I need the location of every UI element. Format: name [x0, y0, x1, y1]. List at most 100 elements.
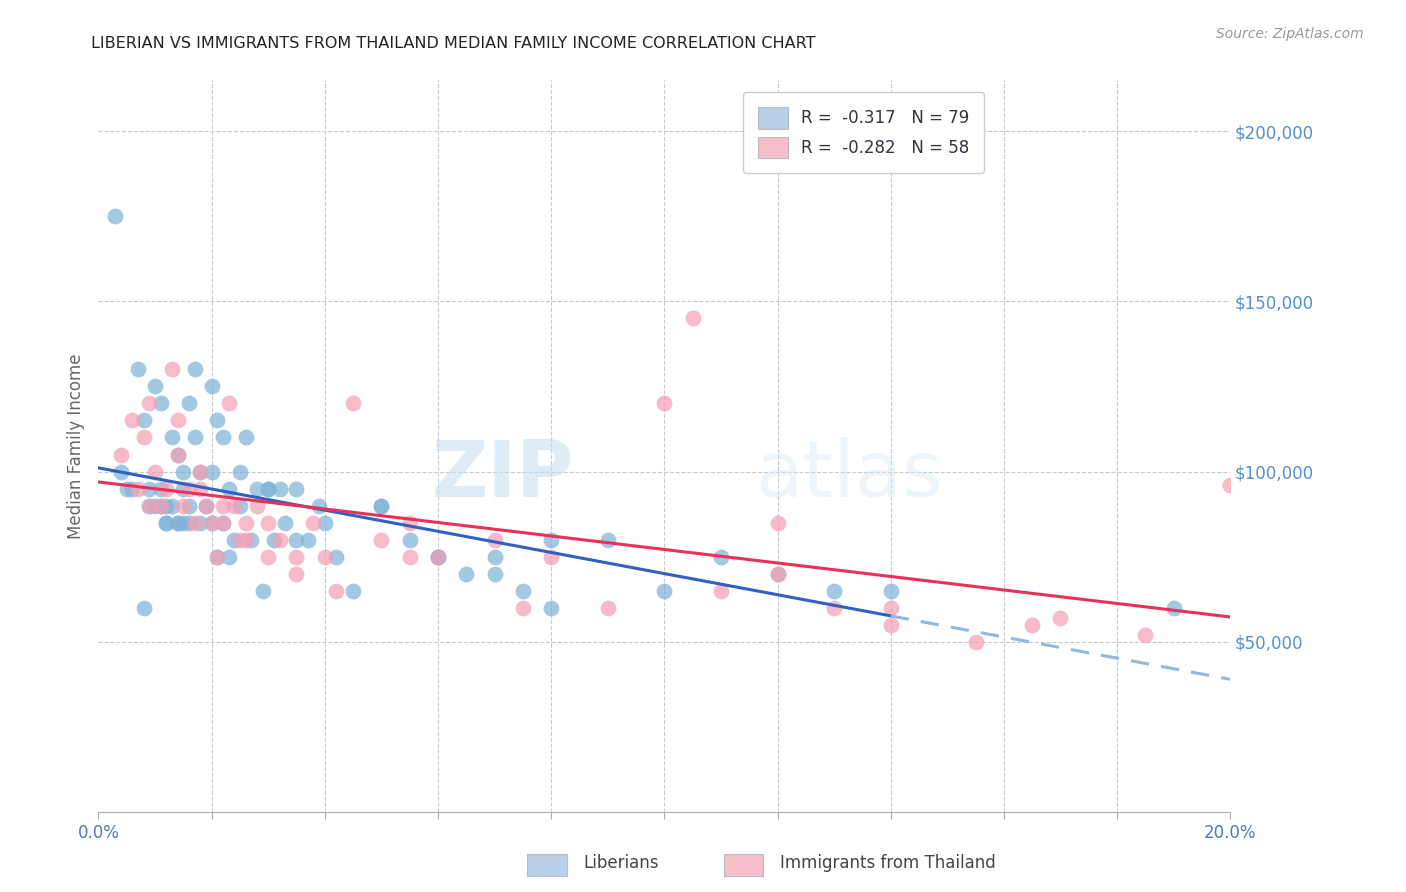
Text: ZIP: ZIP: [432, 437, 574, 513]
Point: [823, 583, 845, 598]
Point: [263, 533, 285, 547]
Point: [224, 499, 246, 513]
Point: [115, 482, 138, 496]
Point: [155, 516, 177, 530]
Text: Source: ZipAtlas.com: Source: ZipAtlas.com: [1216, 27, 1364, 41]
Point: [155, 499, 177, 513]
Point: [110, 465, 132, 479]
Point: [104, 210, 127, 224]
Point: [188, 465, 211, 479]
Point: [297, 533, 319, 547]
Point: [201, 516, 224, 530]
Point: [166, 516, 188, 530]
Point: [172, 482, 194, 496]
Point: [166, 448, 188, 462]
Point: [398, 549, 420, 564]
Point: [1135, 628, 1157, 642]
Point: [427, 549, 450, 564]
Point: [766, 566, 789, 581]
Point: [370, 499, 392, 513]
Point: [308, 499, 330, 513]
Point: [512, 583, 534, 598]
Text: atlas: atlas: [755, 437, 942, 513]
Point: [285, 566, 308, 581]
Point: [370, 533, 392, 547]
Point: [370, 499, 392, 513]
Point: [172, 465, 194, 479]
Point: [149, 499, 172, 513]
Point: [138, 499, 160, 513]
Point: [212, 430, 235, 444]
Point: [257, 482, 280, 496]
Point: [285, 482, 308, 496]
Point: [149, 396, 172, 410]
Point: [166, 413, 188, 427]
Point: [194, 499, 217, 513]
Point: [149, 499, 172, 513]
Point: [110, 448, 132, 462]
Point: [166, 448, 188, 462]
Point: [201, 465, 224, 479]
Point: [314, 549, 336, 564]
Point: [172, 516, 194, 530]
Point: [201, 379, 224, 393]
Point: [207, 413, 229, 427]
Point: [224, 533, 246, 547]
Point: [177, 516, 200, 530]
Point: [177, 482, 200, 496]
Point: [183, 516, 205, 530]
Point: [160, 430, 183, 444]
Point: [1049, 611, 1071, 625]
Point: [127, 362, 149, 376]
Point: [766, 516, 789, 530]
Point: [1219, 478, 1241, 492]
Point: [207, 549, 229, 564]
Point: [160, 499, 183, 513]
Point: [314, 516, 336, 530]
Text: Liberians: Liberians: [583, 855, 659, 872]
Point: [766, 566, 789, 581]
Point: [218, 482, 240, 496]
Point: [229, 533, 252, 547]
Point: [398, 533, 420, 547]
Point: [212, 516, 235, 530]
Point: [596, 533, 619, 547]
Point: [177, 499, 200, 513]
Y-axis label: Median Family Income: Median Family Income: [66, 353, 84, 539]
Point: [155, 516, 177, 530]
Point: [302, 516, 325, 530]
Point: [166, 516, 188, 530]
Point: [325, 583, 347, 598]
Point: [342, 583, 364, 598]
Point: [235, 533, 257, 547]
Point: [212, 516, 235, 530]
Point: [540, 600, 562, 615]
Point: [540, 533, 562, 547]
Point: [823, 600, 845, 615]
Point: [257, 549, 280, 564]
Point: [269, 482, 291, 496]
Point: [540, 549, 562, 564]
Point: [342, 396, 364, 410]
Point: [138, 482, 160, 496]
Point: [652, 583, 676, 598]
Point: [880, 617, 903, 632]
Point: [285, 549, 308, 564]
Point: [235, 516, 257, 530]
Point: [183, 362, 205, 376]
Point: [252, 583, 274, 598]
Point: [138, 499, 160, 513]
Point: [132, 600, 155, 615]
Point: [682, 311, 704, 326]
Point: [456, 566, 478, 581]
Point: [285, 533, 308, 547]
Text: Immigrants from Thailand: Immigrants from Thailand: [780, 855, 995, 872]
Point: [138, 396, 160, 410]
Point: [121, 482, 143, 496]
Point: [212, 499, 235, 513]
Point: [188, 482, 211, 496]
Point: [143, 465, 166, 479]
Point: [160, 362, 183, 376]
Point: [229, 499, 252, 513]
Point: [484, 533, 506, 547]
